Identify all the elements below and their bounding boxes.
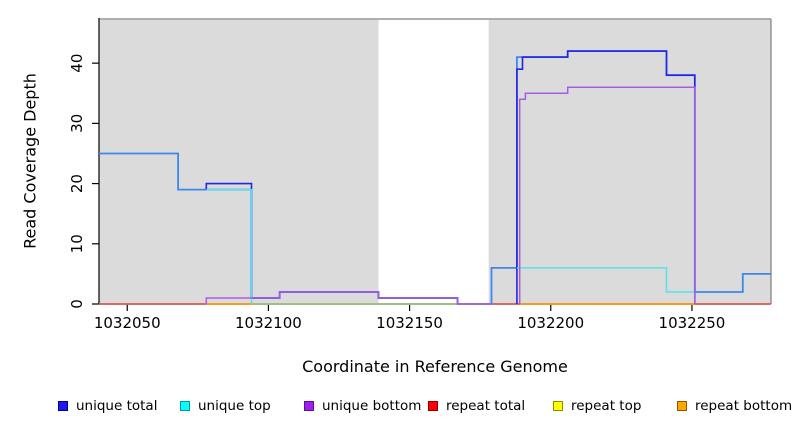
shaded-region [488, 20, 771, 304]
legend-item-unique-top: unique top [180, 396, 271, 416]
x-tick-label: 1032050 [94, 314, 161, 332]
x-tick-label: 1032200 [517, 314, 584, 332]
legend-label: unique bottom [322, 398, 422, 414]
legend-swatch-icon [428, 401, 438, 411]
y-tick-label: 20 [68, 174, 86, 193]
series-unique-bottom [205, 291, 492, 305]
series-unique-top [206, 188, 253, 304]
shaded-region [99, 20, 379, 304]
legend-swatch-icon [58, 401, 68, 411]
legend-label: repeat bottom [695, 398, 792, 414]
x-axis-title: Coordinate in Reference Genome [302, 357, 568, 376]
y-tick-label: 10 [68, 234, 86, 253]
legend: unique total unique top unique bottom repea… [0, 396, 792, 420]
legend-item-repeat-bottom: repeat bottom [677, 396, 792, 416]
y-tick-label: 40 [68, 54, 86, 73]
legend-label: repeat total [446, 398, 526, 414]
y-tick-label: 30 [68, 114, 86, 133]
legend-label: unique total [76, 398, 158, 414]
legend-item-repeat-top: repeat top [553, 396, 641, 416]
coverage-plot-area: 1032050 1032100 1032150 1032200 1032250 0 10 20… [68, 18, 772, 332]
series-unique-total [516, 50, 696, 304]
legend-item-unique-bottom: unique bottom [304, 396, 421, 416]
legend-swatch-icon [304, 401, 314, 411]
legend-swatch-icon [677, 401, 687, 411]
legend-swatch-icon [553, 401, 563, 411]
legend-label: repeat top [571, 398, 642, 414]
legend-swatch-icon [180, 401, 190, 411]
x-tick-label: 1032250 [659, 314, 726, 332]
legend-item-repeat-total: repeat total [428, 396, 525, 416]
series-unique-top [516, 267, 695, 293]
y-axis-title: Read Coverage Depth [20, 73, 40, 249]
y-tick-label: 0 [68, 299, 86, 309]
x-tick-label: 1032150 [376, 314, 443, 332]
x-tick-label: 1032100 [235, 314, 302, 332]
series-unique-bottom [518, 86, 696, 304]
legend-item-unique-total: unique total [58, 396, 157, 416]
legend-label: unique top [198, 398, 271, 414]
